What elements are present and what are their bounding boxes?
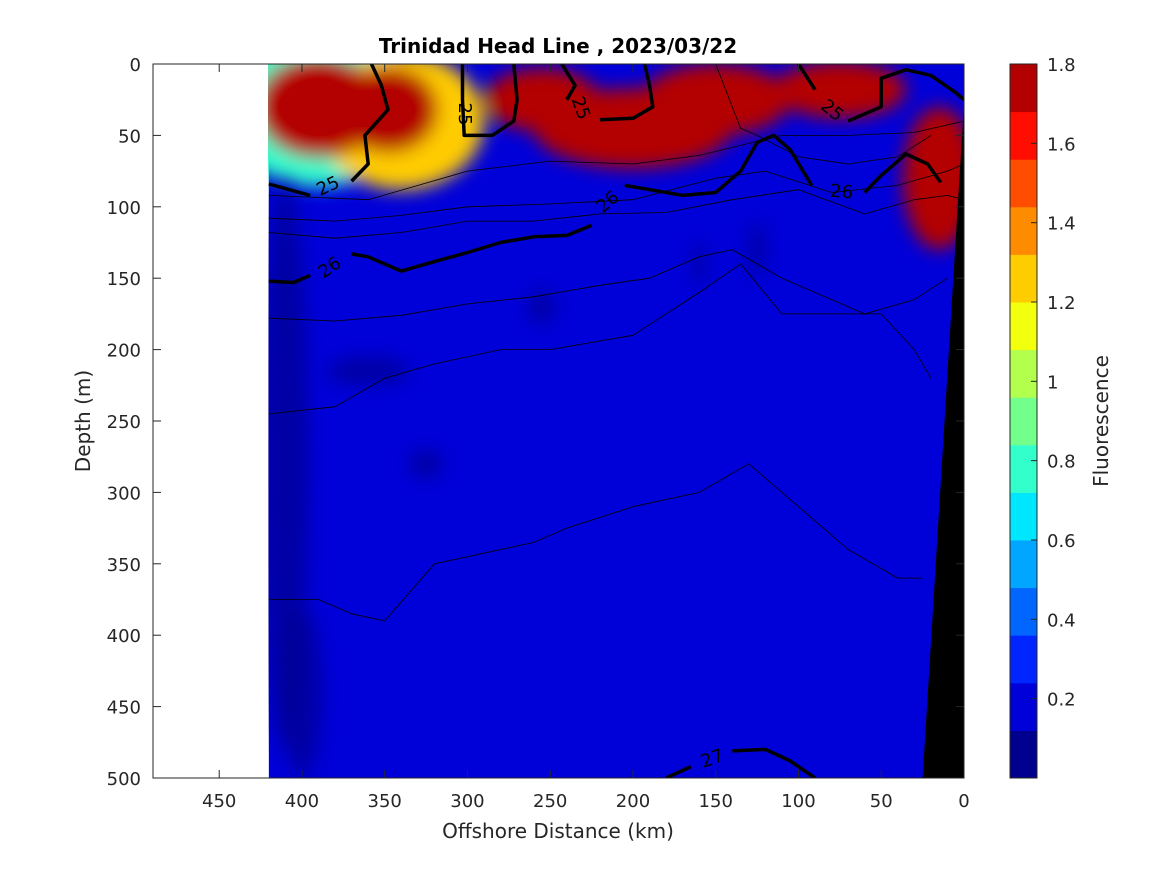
colorbar-swatch xyxy=(1010,492,1037,541)
bathymetry xyxy=(922,104,964,778)
field-patch xyxy=(280,78,324,113)
density-contour-bold xyxy=(624,133,814,198)
colorbar-swatch xyxy=(1010,540,1037,589)
x-tick-label: 400 xyxy=(285,791,319,812)
density-contour-thin xyxy=(268,120,964,201)
density-contour-thin xyxy=(268,263,932,415)
colorbar-frame xyxy=(1009,63,1038,779)
x-tick-label: 350 xyxy=(368,791,402,812)
field-dark-spot xyxy=(528,289,556,324)
colorbar-swatch xyxy=(1010,587,1037,636)
y-axis-ticks: 0 50 100 150 200 250 300 350 400 450 500 xyxy=(107,55,964,790)
y-tick-label: 150 xyxy=(107,269,141,290)
y-tick-label: 400 xyxy=(107,626,141,647)
x-tick-label: 200 xyxy=(616,791,650,812)
colorbar-swatch xyxy=(1010,111,1037,160)
field-dark-spot xyxy=(692,242,706,286)
colorbar-tick-label: 1.4 xyxy=(1047,214,1076,235)
colorbar: 0.2 0.4 0.6 0.8 1 1.2 1.4 1.6 1.8 xyxy=(1009,55,1076,779)
density-contour-bold xyxy=(665,765,692,778)
field-patch xyxy=(533,88,733,169)
colorbar-swatch xyxy=(1010,635,1037,684)
chart-title: Trinidad Head Line , 2023/03/22 xyxy=(379,34,737,58)
density-contour-thin xyxy=(268,463,923,622)
colorbar-tick-label: 1.6 xyxy=(1047,134,1076,155)
colorbar-swatch xyxy=(1010,730,1037,779)
density-contour-bold xyxy=(268,182,311,198)
field-dark-spot xyxy=(282,606,322,778)
x-tick-label: 150 xyxy=(699,791,733,812)
density-contour-bold xyxy=(847,67,964,123)
colorbar-swatch xyxy=(1010,254,1037,303)
colorbar-swatch xyxy=(1010,682,1037,731)
field-dark-spot xyxy=(268,178,309,750)
density-contour-bold xyxy=(351,223,593,273)
density-contour-thin xyxy=(268,189,964,239)
density-contour-bold xyxy=(797,64,817,91)
colorbar-tick-label: 0.8 xyxy=(1047,452,1076,473)
colorbar-tick-label: 0.6 xyxy=(1047,531,1076,552)
colorbar-tick-label: 0.2 xyxy=(1047,690,1076,711)
field-dark-spot xyxy=(326,356,410,386)
colorbar-swatch xyxy=(1010,302,1037,351)
colorbar-swatch xyxy=(1010,159,1037,208)
x-tick-label: 0 xyxy=(958,791,969,812)
colorbar-swatch xyxy=(1010,349,1037,398)
colorbar-tick-label: 1 xyxy=(1047,372,1058,393)
colorbar-swatch xyxy=(1010,397,1037,446)
y-tick-label: 250 xyxy=(107,412,141,433)
y-tick-label: 200 xyxy=(107,341,141,362)
colorbar-label: Fluorescence xyxy=(1089,355,1113,487)
y-tick-label: 0 xyxy=(130,55,141,76)
y-tick-label: 50 xyxy=(118,126,141,147)
colorbar-swatch xyxy=(1010,206,1037,255)
field-dark-spot xyxy=(748,221,766,279)
colorbar-tick-label: 1.8 xyxy=(1047,55,1076,76)
x-tick-label: 300 xyxy=(450,791,484,812)
density-contour-bold xyxy=(732,747,816,778)
density-contour-bold xyxy=(268,273,311,285)
density-contour-bold xyxy=(460,64,519,138)
density-contour-bold xyxy=(599,64,655,122)
density-contour-bold xyxy=(350,64,390,183)
y-axis-label: Depth (m) xyxy=(71,370,95,472)
x-axis-ticks: 450 400 350 300 250 200 150 100 50 0 xyxy=(202,64,970,812)
y-tick-label: 100 xyxy=(107,198,141,219)
y-tick-label: 350 xyxy=(107,555,141,576)
field-patch xyxy=(902,106,964,250)
contour-label: 25 xyxy=(454,103,475,126)
x-tick-label: 100 xyxy=(781,791,815,812)
colorbar-tick-label: 0.4 xyxy=(1047,610,1076,631)
field-dark-zones xyxy=(268,178,766,778)
x-tick-label: 50 xyxy=(870,791,893,812)
colorbar-tick-label: 1.2 xyxy=(1047,293,1076,314)
seafloor-wedge xyxy=(922,104,964,778)
contour-label: 26 xyxy=(829,181,854,204)
field-dark-spot xyxy=(409,449,443,479)
x-tick-label: 450 xyxy=(202,791,236,812)
y-tick-label: 500 xyxy=(107,769,141,790)
density-contour-bold xyxy=(863,152,943,194)
density-contour-thin xyxy=(715,64,932,165)
density-contour-thin xyxy=(268,163,964,222)
colorbar-swatch xyxy=(1010,64,1037,113)
colorbar-swatch xyxy=(1010,444,1037,493)
density-contours xyxy=(268,64,964,778)
x-axis-label: Offshore Distance (km) xyxy=(442,819,674,843)
density-contour-bold xyxy=(560,64,577,101)
y-tick-label: 300 xyxy=(107,483,141,504)
y-tick-label: 450 xyxy=(107,698,141,719)
x-tick-label: 250 xyxy=(533,791,567,812)
